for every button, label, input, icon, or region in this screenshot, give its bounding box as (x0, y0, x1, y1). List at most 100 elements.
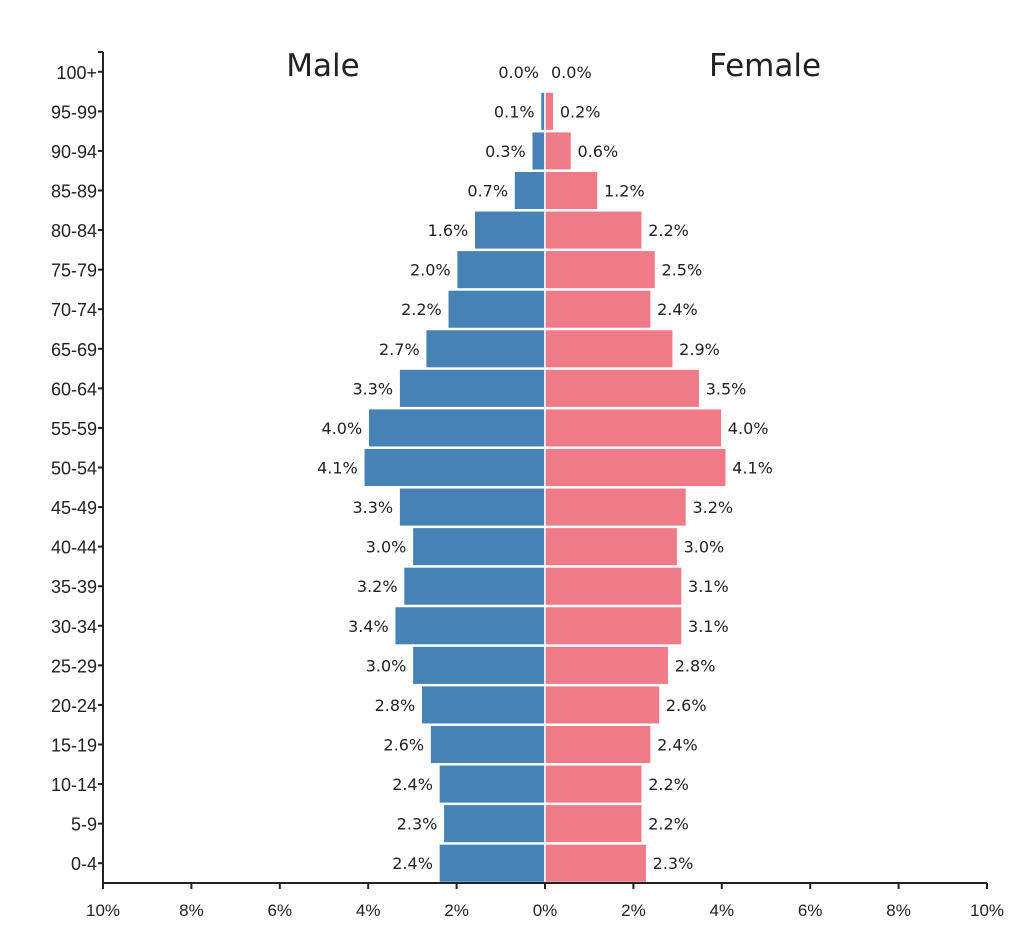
age-group-label-75-79: 75-79 (51, 261, 97, 281)
female-value-label-55-59: 4.0% (728, 419, 769, 438)
male-value-label-70-74: 2.2% (401, 300, 442, 319)
male-bar-55-59 (367, 407, 546, 448)
x-tick-label-8: 6% (798, 901, 823, 920)
male-bar-85-89 (513, 170, 546, 211)
value-labels-layer: 0.0% 0.0% 0.1% 0.2% 0.3% 0.6% 0.7% 1.2% 1.6% 2.2%… (317, 63, 773, 873)
male-value-label-0-4: 2.4% (392, 854, 433, 873)
male-value-label-95-99: 0.1% (494, 102, 535, 121)
female-value-label-15-19: 2.4% (657, 736, 698, 755)
age-group-label-95-99: 95-99 (51, 102, 97, 122)
female-bar-55-59 (544, 407, 723, 448)
x-tick-label-10: 10% (970, 901, 1004, 920)
x-tick-label-6: 2% (621, 901, 646, 920)
x-tick-label-0: 10% (86, 901, 120, 920)
male-bar-5-9 (442, 803, 546, 844)
male-value-label-100+: 0.0% (498, 63, 539, 82)
female-value-label-20-24: 2.6% (666, 696, 707, 715)
female-value-label-5-9: 2.2% (648, 815, 689, 834)
male-value-label-85-89: 0.7% (467, 182, 508, 201)
male-value-label-10-14: 2.4% (392, 775, 433, 794)
male-bar-45-49 (398, 487, 546, 528)
male-value-label-25-29: 3.0% (366, 656, 407, 675)
female-value-label-60-64: 3.5% (706, 379, 747, 398)
female-bar-80-84 (544, 210, 643, 251)
x-tick-label-4: 2% (444, 901, 469, 920)
bars-layer (363, 51, 727, 884)
female-bar-20-24 (544, 684, 661, 725)
male-bar-40-44 (411, 526, 546, 567)
female-bar-95-99 (544, 91, 555, 132)
age-group-label-40-44: 40-44 (51, 538, 97, 558)
male-bar-0-4 (438, 843, 546, 884)
female-value-label-50-54: 4.1% (732, 459, 773, 478)
female-value-label-70-74: 2.4% (657, 300, 698, 319)
male-bar-35-39 (402, 566, 546, 607)
female-bar-65-69 (544, 328, 674, 369)
male-value-label-65-69: 2.7% (379, 340, 420, 359)
age-group-label-85-89: 85-89 (51, 182, 97, 202)
female-bar-5-9 (544, 803, 643, 844)
male-value-label-60-64: 3.3% (352, 379, 393, 398)
male-value-label-35-39: 3.2% (357, 577, 398, 596)
female-value-label-90-94: 0.6% (578, 142, 619, 161)
male-value-label-90-94: 0.3% (485, 142, 526, 161)
female-bar-25-29 (544, 645, 670, 686)
age-group-label-70-74: 70-74 (51, 300, 97, 320)
female-value-label-45-49: 3.2% (692, 498, 733, 517)
female-value-label-80-84: 2.2% (648, 221, 689, 240)
male-bar-90-94 (530, 130, 546, 171)
female-bar-35-39 (544, 566, 683, 607)
female-bar-15-19 (544, 724, 652, 765)
age-group-label-45-49: 45-49 (51, 498, 97, 518)
x-tick-label-1: 8% (179, 901, 204, 920)
female-bar-30-34 (544, 605, 683, 646)
female-bar-40-44 (544, 526, 679, 567)
age-group-label-30-34: 30-34 (51, 617, 97, 637)
male-bar-70-74 (447, 289, 546, 330)
male-bar-20-24 (420, 684, 546, 725)
male-value-label-75-79: 2.0% (410, 261, 451, 280)
female-panel-title: Female (709, 48, 821, 84)
male-value-label-30-34: 3.4% (348, 617, 389, 636)
female-value-label-10-14: 2.2% (648, 775, 689, 794)
male-panel-title: Male (286, 48, 359, 84)
male-bar-15-19 (429, 724, 546, 765)
female-value-label-40-44: 3.0% (684, 538, 725, 557)
male-bar-80-84 (473, 210, 546, 251)
age-group-label-25-29: 25-29 (51, 656, 97, 676)
age-group-label-90-94: 90-94 (51, 142, 97, 162)
female-value-label-100+: 0.0% (551, 63, 592, 82)
female-bar-70-74 (544, 289, 652, 330)
female-value-label-65-69: 2.9% (679, 340, 720, 359)
age-group-label-15-19: 15-19 (51, 736, 97, 756)
male-value-label-45-49: 3.3% (352, 498, 393, 517)
male-value-label-80-84: 1.6% (428, 221, 469, 240)
female-bar-50-54 (544, 447, 727, 488)
titles-layer: Male Female (286, 48, 821, 84)
female-bar-60-64 (544, 368, 701, 409)
age-group-label-55-59: 55-59 (51, 419, 97, 439)
male-bar-50-54 (363, 447, 546, 488)
female-value-label-25-29: 2.8% (675, 656, 716, 675)
x-tick-label-7: 4% (710, 901, 735, 920)
male-bar-75-79 (455, 249, 546, 290)
female-bar-85-89 (544, 170, 599, 211)
male-value-label-20-24: 2.8% (375, 696, 416, 715)
male-value-label-15-19: 2.6% (383, 736, 424, 755)
axes-layer: 100+ 95-99 90-94 85-89 80-84 75-79 70-74 65-69 6… (51, 51, 1004, 920)
female-value-label-0-4: 2.3% (653, 854, 694, 873)
x-tick-label-2: 6% (268, 901, 293, 920)
male-bar-25-29 (411, 645, 546, 686)
female-bar-100+ (544, 51, 547, 92)
male-bar-30-34 (393, 605, 546, 646)
female-value-label-30-34: 3.1% (688, 617, 729, 636)
female-bar-90-94 (544, 130, 573, 171)
female-bar-75-79 (544, 249, 657, 290)
age-group-label-100+: 100+ (56, 63, 97, 83)
age-group-label-65-69: 65-69 (51, 340, 97, 360)
female-value-label-95-99: 0.2% (560, 102, 601, 121)
female-bar-45-49 (544, 487, 688, 528)
male-value-label-5-9: 2.3% (397, 815, 438, 834)
age-group-label-5-9: 5-9 (71, 815, 97, 835)
